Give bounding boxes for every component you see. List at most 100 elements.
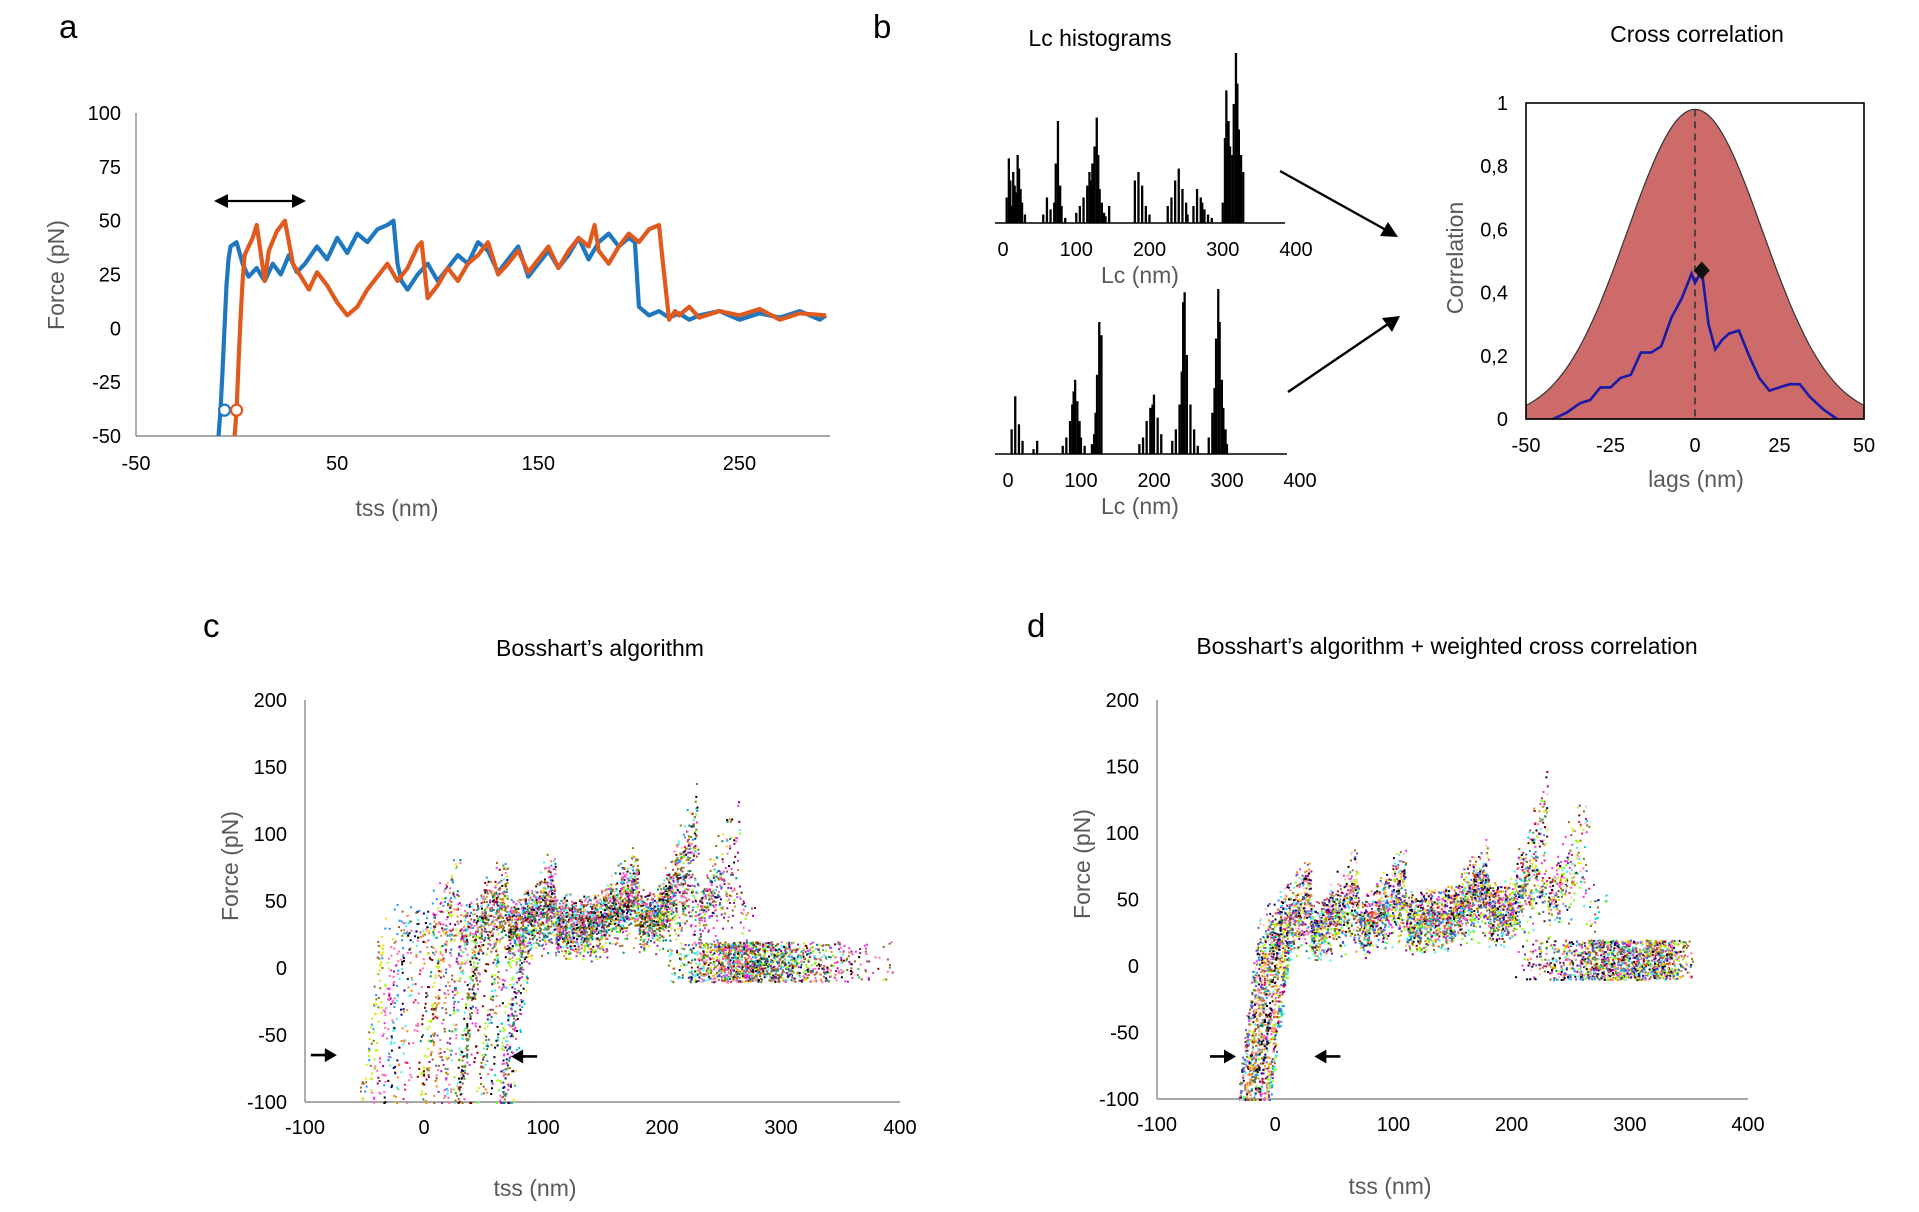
scatter-point <box>666 899 669 902</box>
scatter-point <box>465 904 468 907</box>
scatter-point <box>451 914 454 916</box>
cc-x-tick: 50 <box>1853 435 1875 457</box>
scatter-point <box>821 949 824 952</box>
scatter-point <box>824 955 827 958</box>
scatter-point <box>471 951 474 954</box>
scatter-point <box>435 1064 438 1067</box>
scatter-point <box>823 954 826 957</box>
scatter-point <box>850 973 853 976</box>
blue-force-trace <box>216 218 828 437</box>
scatter-point <box>515 1002 518 1005</box>
scatter-point <box>425 1078 428 1081</box>
scatter-point <box>521 976 523 978</box>
scatter-point <box>557 943 560 946</box>
scatter-point <box>543 939 546 942</box>
scatter-point <box>709 972 712 974</box>
scatter-point <box>683 948 686 951</box>
arrow-bottom-head <box>1382 316 1400 332</box>
scatter-point <box>637 894 640 897</box>
scatter-point <box>811 969 814 972</box>
scatter-point <box>690 860 693 862</box>
scatter-point <box>750 960 753 963</box>
hist-bottom-bar <box>1156 417 1159 454</box>
scatter-point <box>536 921 539 924</box>
hist-top-bar <box>1060 206 1063 223</box>
scatter-point <box>601 900 604 903</box>
scatter-point <box>455 1028 458 1031</box>
scatter-point <box>731 948 734 951</box>
scatter-point <box>435 950 438 953</box>
scatter-point <box>508 964 511 967</box>
scatter-point <box>510 998 513 1001</box>
scatter-point <box>375 1002 378 1005</box>
hist-top-bar <box>1005 197 1008 223</box>
scatter-point <box>441 954 444 957</box>
scatter-point <box>543 929 546 931</box>
scatter-point <box>492 896 494 899</box>
scatter-point <box>427 1039 430 1042</box>
scatter-point <box>627 888 630 890</box>
scatter-point <box>510 932 512 935</box>
scatter-point <box>622 880 625 883</box>
scatter-point <box>712 894 715 897</box>
scatter-point <box>688 971 691 974</box>
scatter-point <box>588 914 591 917</box>
scatter-point <box>541 954 544 957</box>
scatter-point <box>799 976 802 979</box>
chart-a-x-tick: 250 <box>723 453 756 475</box>
scatter-point <box>513 942 516 944</box>
scatter-point <box>782 977 785 980</box>
scatter-point <box>468 905 471 908</box>
scatter-point <box>705 971 707 974</box>
scatter-point <box>728 898 730 901</box>
scatter-point <box>758 953 761 956</box>
scatter-point <box>559 928 562 931</box>
scatter-point <box>515 915 518 918</box>
scatter-point <box>445 928 448 931</box>
scatter-point <box>396 984 398 987</box>
scatter-point <box>544 867 547 870</box>
scatter-point <box>547 905 550 907</box>
scatter-point <box>686 830 689 833</box>
scatter-point <box>429 926 432 929</box>
scatter-point <box>696 883 699 885</box>
scatter-point <box>612 910 615 913</box>
scatter-point <box>755 966 758 969</box>
scatter-point <box>418 922 421 925</box>
scatter-point <box>838 948 841 951</box>
scatter-point <box>722 968 725 971</box>
scatter-point <box>702 969 705 972</box>
scatter-point <box>494 883 497 886</box>
scatter-point <box>462 1065 465 1068</box>
scatter-point <box>626 889 628 892</box>
hist-bottom-bar <box>1021 440 1024 454</box>
scatter-point <box>522 905 525 908</box>
scatter-point <box>485 930 488 933</box>
scatter-point <box>469 963 472 966</box>
scatter-point <box>408 922 410 925</box>
scatter-point <box>546 881 549 884</box>
scatter-point <box>676 949 678 952</box>
scatter-point <box>528 940 531 943</box>
scatter-point <box>385 1007 388 1010</box>
scatter-point <box>754 961 757 964</box>
scatter-point <box>603 898 606 901</box>
hist-top-bar <box>1148 214 1151 223</box>
scatter-point <box>586 919 589 922</box>
scatter-point <box>613 907 616 910</box>
scatter-point <box>401 961 404 963</box>
scatter-point <box>664 899 667 902</box>
scatter-point <box>505 868 508 871</box>
scatter-point <box>751 974 754 977</box>
scatter-point <box>715 856 718 859</box>
scatter-point <box>818 951 821 954</box>
scatter-point <box>659 933 662 936</box>
scatter-point <box>542 912 545 915</box>
scatter-point <box>418 1067 421 1070</box>
scatter-point <box>467 920 470 923</box>
scatter-point <box>396 995 399 998</box>
scatter-point <box>816 948 819 951</box>
scatter-point <box>703 892 705 895</box>
scatter-point <box>714 973 717 976</box>
scatter-point <box>389 1056 392 1059</box>
